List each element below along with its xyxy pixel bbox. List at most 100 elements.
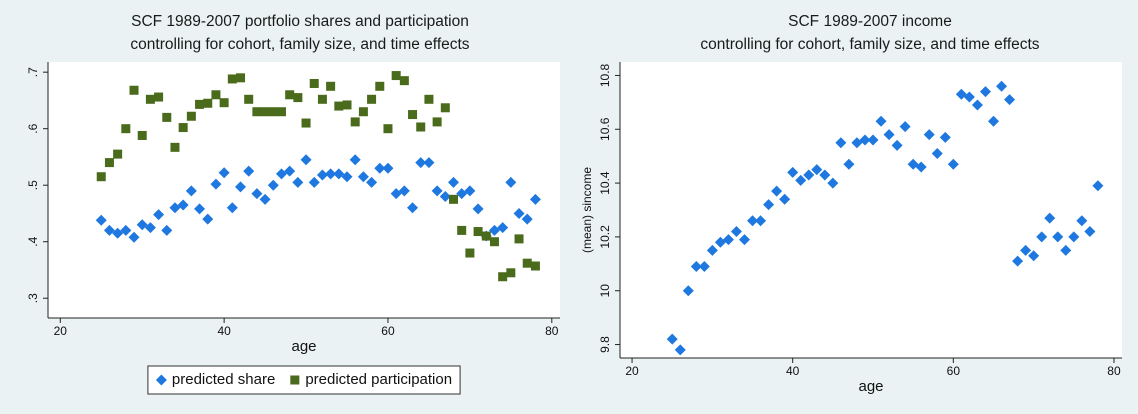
point xyxy=(161,224,173,236)
point xyxy=(128,231,140,243)
point xyxy=(235,181,247,193)
y-axis-label: (mean) sincome xyxy=(580,167,594,253)
point xyxy=(987,115,999,127)
point xyxy=(292,176,304,188)
point xyxy=(1044,212,1056,224)
point xyxy=(521,213,533,225)
point xyxy=(423,157,435,169)
point xyxy=(827,177,839,189)
point xyxy=(390,188,402,200)
point xyxy=(763,199,775,211)
point xyxy=(334,101,344,111)
point xyxy=(1060,244,1072,256)
point xyxy=(835,137,847,149)
point xyxy=(498,272,508,282)
point xyxy=(432,117,442,127)
point xyxy=(439,190,451,202)
point xyxy=(136,219,148,231)
point xyxy=(690,261,702,273)
point xyxy=(1092,180,1104,192)
point xyxy=(236,73,246,83)
point xyxy=(755,215,767,227)
point xyxy=(316,169,328,181)
point xyxy=(153,209,165,221)
x-tick-label: 40 xyxy=(217,324,231,338)
point xyxy=(185,185,197,197)
point xyxy=(464,185,476,197)
legend-marker xyxy=(290,375,300,385)
point xyxy=(308,176,320,188)
point xyxy=(431,185,443,197)
y-tick-label: 10 xyxy=(598,284,612,298)
point xyxy=(194,203,206,215)
point xyxy=(309,78,319,88)
point xyxy=(195,99,205,109)
point xyxy=(285,90,295,100)
point xyxy=(366,176,378,188)
y-tick-label: .4 xyxy=(26,236,40,246)
point xyxy=(939,131,951,143)
point xyxy=(819,169,831,181)
point xyxy=(947,158,959,170)
point xyxy=(374,162,386,174)
point xyxy=(1012,255,1024,267)
point xyxy=(472,203,484,215)
point xyxy=(883,129,895,141)
point xyxy=(357,171,369,183)
point xyxy=(1028,250,1040,262)
y-tick-label: 10.6 xyxy=(598,117,612,141)
chart-title: SCF 1989-2007 portfolio shares and parti… xyxy=(131,13,469,30)
point xyxy=(440,103,450,113)
point xyxy=(514,234,524,244)
point xyxy=(963,91,975,103)
point xyxy=(787,166,799,178)
point xyxy=(706,244,718,256)
point xyxy=(682,285,694,297)
point xyxy=(1052,231,1064,243)
point xyxy=(137,130,147,140)
point xyxy=(203,98,213,108)
point xyxy=(803,169,815,181)
point xyxy=(227,74,237,84)
point xyxy=(505,176,517,188)
point xyxy=(244,94,254,104)
point xyxy=(867,134,879,146)
y-tick-label: 9.8 xyxy=(598,336,612,353)
point xyxy=(698,261,710,273)
point xyxy=(350,117,360,127)
point xyxy=(178,123,188,133)
point xyxy=(211,90,221,100)
point xyxy=(875,115,887,127)
point xyxy=(747,215,759,227)
point xyxy=(488,224,500,236)
point xyxy=(186,111,196,121)
point xyxy=(779,193,791,205)
point xyxy=(457,225,467,235)
point xyxy=(497,222,509,234)
y-tick-label: .3 xyxy=(26,293,40,303)
point xyxy=(1068,231,1080,243)
point xyxy=(1076,215,1088,227)
x-tick-label: 80 xyxy=(545,324,559,338)
x-axis-label: age xyxy=(858,378,883,395)
point xyxy=(326,81,336,91)
chart-subtitle: controlling for cohort, family size, and… xyxy=(130,36,469,53)
point xyxy=(811,164,823,176)
point xyxy=(252,107,262,117)
y-tick-label: .5 xyxy=(26,180,40,190)
point xyxy=(923,129,935,141)
point xyxy=(738,234,750,246)
point xyxy=(506,268,516,278)
point xyxy=(121,124,131,134)
point xyxy=(795,174,807,186)
point xyxy=(771,185,783,197)
point xyxy=(162,112,172,122)
point xyxy=(722,234,734,246)
plot-area xyxy=(48,62,560,318)
point xyxy=(383,124,393,134)
point xyxy=(103,224,115,236)
point xyxy=(210,178,222,190)
chart-subtitle: controlling for cohort, family size, and… xyxy=(700,36,1039,53)
point xyxy=(456,188,468,200)
point xyxy=(260,107,270,117)
